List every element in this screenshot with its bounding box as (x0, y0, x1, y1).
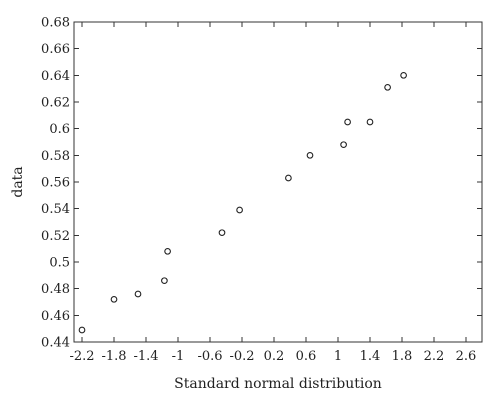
y-tick-label: 0.48 (41, 282, 70, 297)
x-tick-label: 2.6 (456, 349, 477, 364)
ticks: -2.2 -1.8 -1.4 -1 -0.6 -0.2 0.2 0.6 1 1.4 1.8 2.2 2.… (41, 16, 482, 364)
x-tick-label: -1 (172, 349, 185, 364)
data-point (340, 141, 347, 149)
data-points (78, 71, 407, 334)
data-point (400, 71, 407, 79)
x-tick-label: -0.6 (197, 349, 222, 364)
data-point (161, 277, 168, 285)
y-tick-label: 0.52 (41, 229, 70, 244)
data-point (344, 118, 351, 126)
data-point (236, 206, 243, 214)
y-tick-label: 0.66 (41, 42, 70, 57)
data-point (134, 290, 142, 298)
data-point (384, 83, 391, 91)
x-tick-label: -0.2 (229, 349, 254, 364)
y-tick-label: 0.64 (41, 69, 70, 84)
x-tick-label: -1.8 (101, 349, 126, 364)
x-tick-label: 0.2 (264, 349, 285, 364)
y-tick-label: 0.46 (41, 309, 70, 324)
x-axis-title: Standard normal distribution (174, 376, 382, 392)
y-tick-label: 0.58 (41, 149, 70, 164)
data-point (78, 326, 86, 334)
data-point (218, 229, 226, 237)
y-tick-label: 0.62 (41, 96, 70, 111)
y-tick-label: 0.44 (41, 336, 70, 351)
data-point (306, 151, 314, 159)
x-tick-label: 2.2 (424, 349, 445, 364)
data-point (366, 118, 374, 126)
data-point (110, 295, 118, 303)
y-tick-label: 0.56 (41, 176, 70, 191)
x-tick-label: -1.4 (133, 349, 158, 364)
y-tick-label: 0.5 (49, 256, 70, 271)
y-tick-label: 0.68 (41, 16, 70, 31)
x-tick-label: 0.6 (296, 349, 317, 364)
y-axis-title: data (10, 166, 26, 197)
x-tick-label: 1.4 (360, 349, 381, 364)
y-tick-label: 0.54 (41, 202, 70, 217)
y-tick-label: 0.6 (49, 122, 70, 137)
data-point (285, 174, 292, 182)
x-tick-label: 1 (334, 349, 342, 364)
data-point (164, 247, 171, 255)
x-tick-label: 1.8 (392, 349, 413, 364)
x-tick-label: -2.2 (69, 349, 94, 364)
